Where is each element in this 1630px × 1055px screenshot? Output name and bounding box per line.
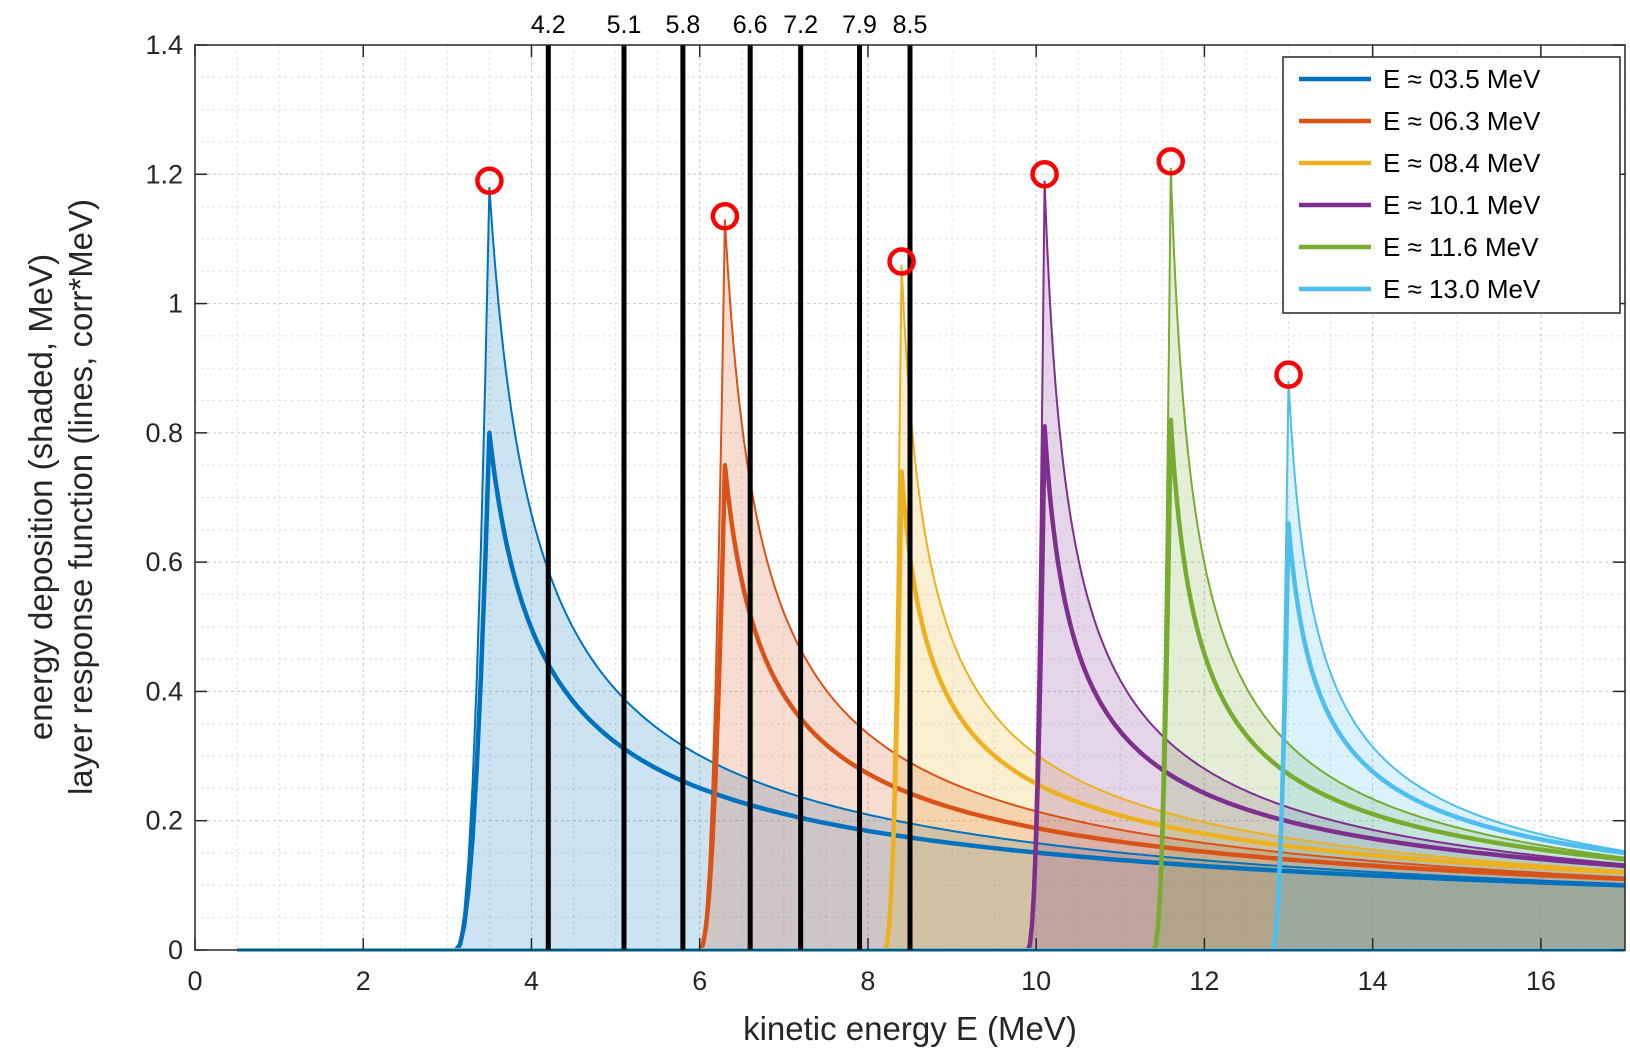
deposition-line-8.4 [883,264,1626,951]
tick-labels: 0 2 4 6 8 10 12 14 16 0 0.2 0.4 0.6 0.8 1 1.2 1.4 [145,30,1555,996]
y-tick-label: 1.2 [145,159,183,189]
deposition-line-10.1 [1026,180,1626,951]
legend-entry: E ≈ 03.5 MeV [1383,64,1541,94]
y-axis-label-line1: energy deposition (shaded, MeV) [22,254,59,740]
legend-entry: E ≈ 08.4 MeV [1383,148,1541,178]
x-tick-label: 6 [692,966,707,996]
deposition-fill-3.5 [455,187,1626,950]
peak-marker-circle [1274,360,1303,389]
response-line-3.5 [454,430,1626,952]
y-tick-label: 0.2 [145,806,183,836]
vertical-line-label: 8.5 [893,11,928,39]
vertical-line-label: 6.6 [733,11,768,39]
x-tick-label: 2 [356,966,371,996]
response-line-6.3 [697,462,1626,952]
x-axis-label: kinetic energy E (MeV) [743,1010,1077,1047]
response-line-10.1 [1025,424,1626,951]
legend-entry: E ≈ 06.3 MeV [1383,106,1541,136]
response-line-11.6 [1151,417,1626,951]
deposition-fill-10.1 [1027,180,1625,951]
legend-entry: E ≈ 11.6 MeV [1383,232,1539,262]
x-tick-label: 8 [860,966,875,996]
vertical-lines: 4.2 5.1 5.8 6.6 7.2 7.9 8.5 [531,11,927,950]
deposition-line-3.5 [454,187,1626,951]
legend: E ≈ 03.5 MeV E ≈ 06.3 MeV E ≈ 08.4 MeV E ≈ … [1282,56,1621,314]
peak-marker-circle [710,202,740,231]
y-tick-label: 0.4 [145,676,183,706]
peak-marker-circle [1030,160,1059,189]
x-tick-label: 4 [524,966,539,996]
deposition-line-6.3 [698,219,1626,951]
deposition-fill-11.6 [1153,167,1625,951]
vertical-line-label: 7.2 [783,11,818,39]
response-line-13 [1269,521,1626,951]
vertical-line-label: 7.9 [842,11,877,39]
axes-box [194,44,1626,951]
y-tick-label: 0.8 [145,418,183,448]
vertical-line-label: 5.8 [665,11,700,39]
peak-markers [475,147,1303,389]
vertical-line-label: 5.1 [607,11,642,39]
peak-marker-circle [475,166,504,195]
legend-entry: E ≈ 13.0 MeV [1383,274,1541,304]
series-lines [237,167,1626,952]
legend-entry: E ≈ 10.1 MeV [1383,190,1541,220]
deposition-line-13 [1270,381,1626,951]
y-tick-label: 0 [168,935,183,965]
response-line-8.4 [882,469,1626,951]
y-tick-label: 1.4 [145,30,183,60]
x-tick-label: 12 [1189,966,1219,996]
deposition-fill-8.4 [884,264,1625,950]
y-axis-label-line2: layer response function (lines, corr*MeV… [62,199,99,795]
x-tick-label: 0 [187,966,202,996]
peak-marker-circle [887,247,916,276]
x-tick-label: 14 [1358,966,1388,996]
deposition-line-11.6 [1152,167,1626,951]
vertical-line-label: 4.2 [531,11,566,39]
y-tick-label: 0.6 [145,547,183,577]
x-tick-label: 10 [1021,966,1051,996]
axes [194,44,1626,951]
y-tick-label: 1 [168,289,183,319]
legend-box [1282,56,1621,314]
x-tick-label: 16 [1526,966,1556,996]
peak-marker-circle [1156,147,1186,176]
